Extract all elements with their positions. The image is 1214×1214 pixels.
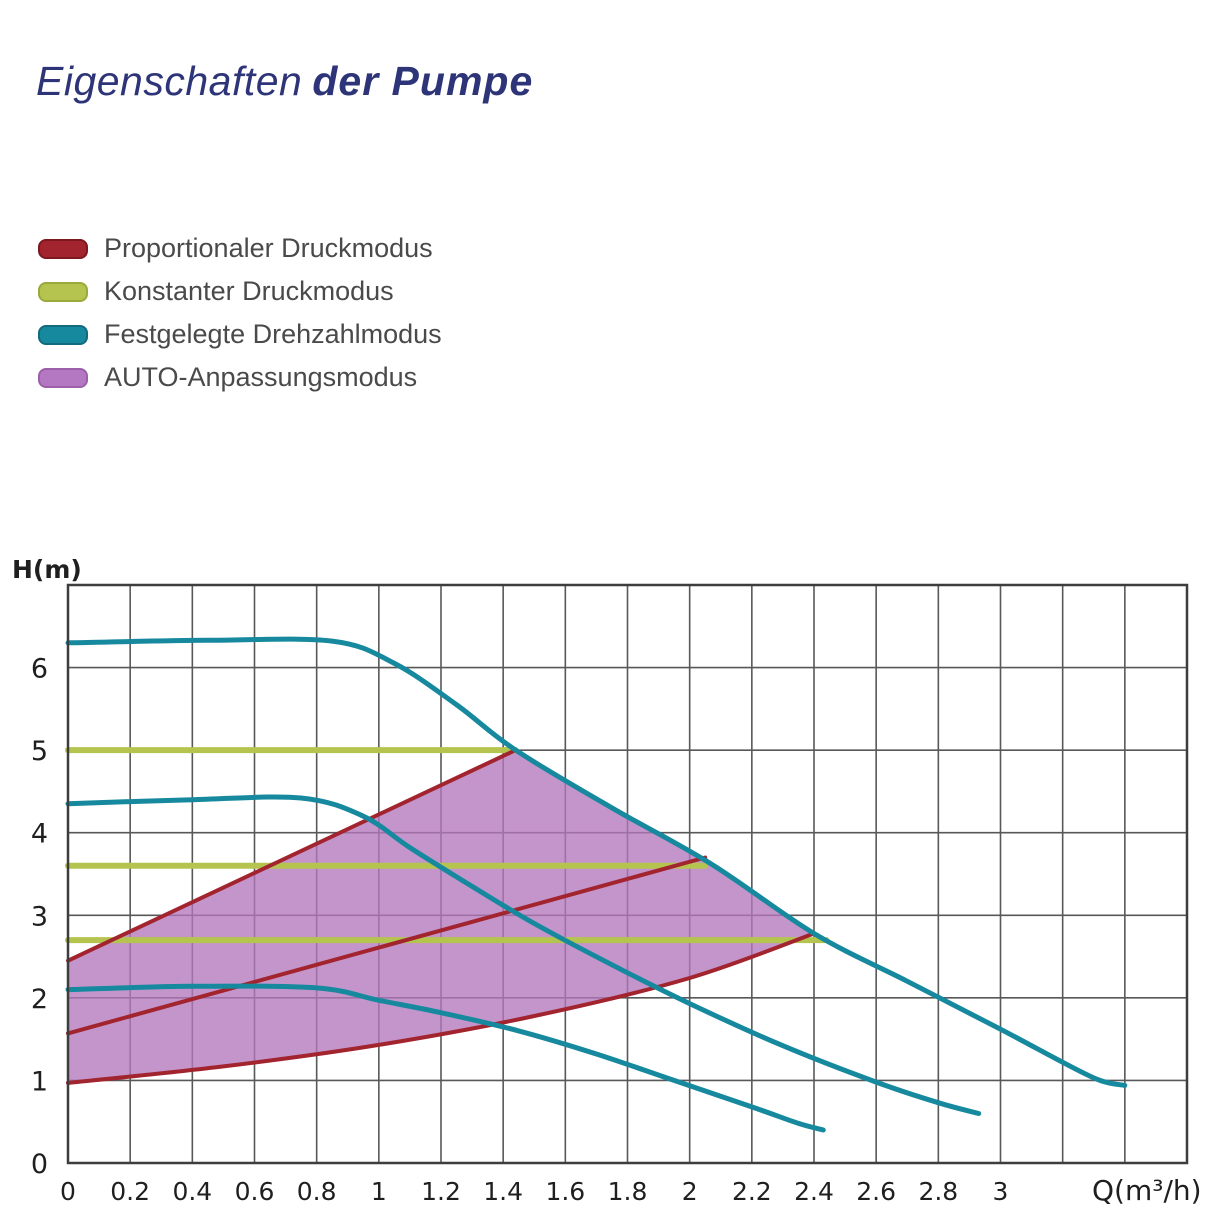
y-tick-label: 5 xyxy=(31,736,48,767)
x-tick-label: 2.4 xyxy=(794,1177,834,1206)
x-tick-label: 0.6 xyxy=(235,1177,275,1206)
x-axis-title: Q(m³/h) xyxy=(1092,1174,1202,1207)
pump-performance-chart: 0 0.2 0.4 0.6 0.8 1 1.2 1.4 1.6 1.8 2 2.2 2.4 2.6 2.8 3… xyxy=(0,548,1214,1214)
x-tick-label: 0.2 xyxy=(110,1177,150,1206)
legend-label-fixed-speed: Festgelegte Drehzahlmodus xyxy=(104,319,442,349)
chart-legend: Proportionaler Druckmodus Konstanter Dru… xyxy=(38,233,442,405)
y-tick-label: 1 xyxy=(31,1066,48,1097)
page-title: Eigenschaften der Pumpe xyxy=(36,58,533,105)
x-tick-label: 1.2 xyxy=(421,1177,461,1206)
legend-label-auto-adaptation: AUTO-Anpassungsmodus xyxy=(104,362,418,392)
x-tick-label: 2.2 xyxy=(732,1177,772,1206)
y-tick-label: 0 xyxy=(31,1149,48,1180)
x-tick-label: 0.4 xyxy=(172,1177,212,1206)
legend-item-auto-adaptation: AUTO-Anpassungsmodus xyxy=(38,362,442,393)
page-title-bold: der Pumpe xyxy=(312,58,534,104)
legend-label-constant-pressure: Konstanter Druckmodus xyxy=(104,276,394,306)
series-proportional-pressure xyxy=(66,748,816,1085)
x-tick-label: 3 xyxy=(993,1177,1009,1206)
proportional-pressure-swatch-icon xyxy=(38,238,88,259)
y-axis-title: H(m) xyxy=(12,555,82,584)
auto-adaptation-swatch-icon xyxy=(38,367,88,388)
chart-grid xyxy=(68,585,1187,1163)
x-tick-label: 2.8 xyxy=(918,1177,958,1206)
auto-adaptation-area xyxy=(68,750,814,1083)
y-tick-label: 6 xyxy=(31,654,48,685)
legend-item-fixed-speed: Festgelegte Drehzahlmodus xyxy=(38,319,442,350)
chart-frame xyxy=(66,583,1189,1165)
legend-label-proportional-pressure: Proportionaler Druckmodus xyxy=(104,233,433,263)
y-tick-label: 2 xyxy=(31,984,48,1015)
x-tick-label: 1.4 xyxy=(483,1177,523,1206)
x-tick-label: 1 xyxy=(371,1177,387,1206)
x-tick-label: 2 xyxy=(682,1177,698,1206)
pump-curve-svg: 0 0.2 0.4 0.6 0.8 1 1.2 1.4 1.6 1.8 2 2.2 2.4 2.6 2.8 3… xyxy=(12,555,1202,1207)
legend-item-proportional-pressure: Proportionaler Druckmodus xyxy=(38,233,442,264)
series-constant-pressure xyxy=(65,747,830,944)
page-title-regular: Eigenschaften xyxy=(36,58,303,104)
x-tick-label: 0 xyxy=(60,1177,76,1206)
constant-pressure-swatch-icon xyxy=(38,281,88,302)
y-tick-label: 3 xyxy=(31,901,48,932)
fixed-speed-swatch-icon xyxy=(38,324,88,345)
x-tick-label: 0.8 xyxy=(297,1177,337,1206)
x-tick-label: 1.6 xyxy=(545,1177,585,1206)
legend-item-constant-pressure: Konstanter Druckmodus xyxy=(38,276,442,307)
x-tick-label: 1.8 xyxy=(608,1177,648,1206)
y-tick-label: 4 xyxy=(31,819,48,850)
x-tick-label: 2.6 xyxy=(856,1177,896,1206)
series-fixed-speed xyxy=(65,636,1128,1133)
axis-labels: 0 0.2 0.4 0.6 0.8 1 1.2 1.4 1.6 1.8 2 2.2 2.4 2.6 2.8 3… xyxy=(12,555,1202,1207)
